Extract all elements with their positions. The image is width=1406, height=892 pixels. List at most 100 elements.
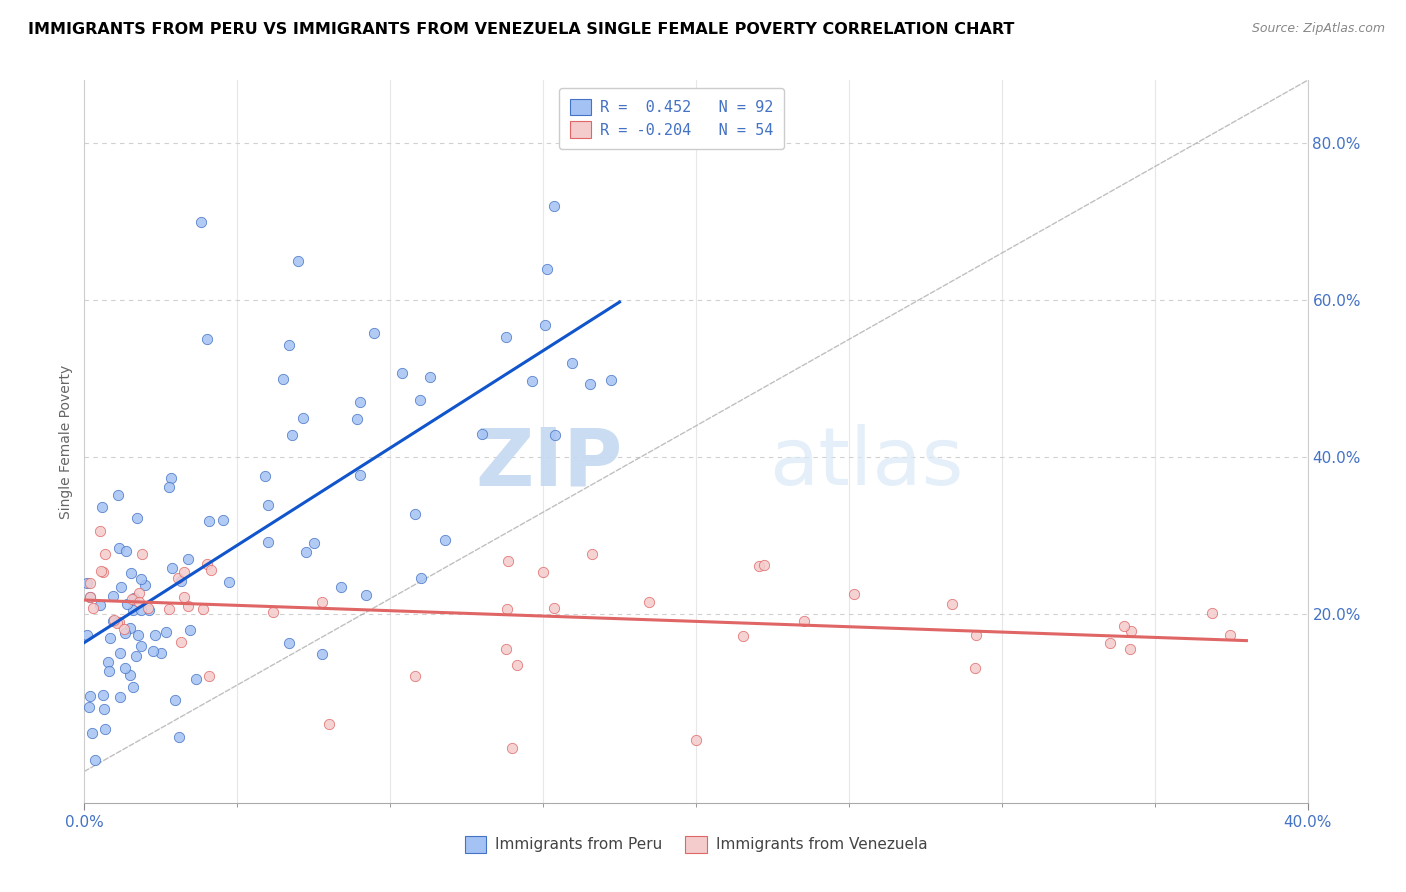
Point <box>186 672 208 686</box>
Point <box>160 561 183 575</box>
Point <box>179 623 201 637</box>
Point <box>107 488 129 502</box>
Point <box>302 536 325 550</box>
Point <box>114 626 136 640</box>
Point <box>254 469 277 483</box>
Point <box>599 372 621 386</box>
Point <box>94 722 117 736</box>
Point <box>1099 636 1122 650</box>
Point <box>685 733 707 747</box>
Point <box>76 576 98 591</box>
Point <box>419 369 441 384</box>
Point <box>176 551 198 566</box>
Point <box>218 575 240 590</box>
Point <box>98 665 121 679</box>
Point <box>91 688 114 702</box>
Point <box>197 669 219 683</box>
Point <box>544 428 567 442</box>
Point <box>495 330 517 344</box>
Point <box>157 602 180 616</box>
Point <box>278 635 301 649</box>
Point <box>793 615 815 629</box>
Point <box>105 615 128 630</box>
Legend: Immigrants from Peru, Immigrants from Venezuela: Immigrants from Peru, Immigrants from Ve… <box>457 829 935 860</box>
Point <box>271 372 294 386</box>
Point <box>91 566 114 580</box>
Point <box>1121 624 1143 638</box>
Point <box>349 468 371 483</box>
Point <box>329 580 352 594</box>
Point <box>522 374 544 388</box>
Point <box>561 356 583 370</box>
Point <box>129 603 152 617</box>
Point <box>256 498 278 512</box>
Y-axis label: Single Female Poverty: Single Female Poverty <box>59 365 73 518</box>
Point <box>471 426 494 441</box>
Point <box>129 572 152 586</box>
Point <box>89 524 111 538</box>
Point <box>79 690 101 704</box>
Point <box>166 571 188 585</box>
Point <box>170 635 193 649</box>
Point <box>543 601 565 615</box>
Point <box>638 595 661 609</box>
Point <box>433 533 456 547</box>
Point <box>90 564 112 578</box>
Point <box>93 701 115 715</box>
Point <box>120 622 142 636</box>
Point <box>125 649 148 664</box>
Point <box>155 624 177 639</box>
Point <box>80 726 103 740</box>
Point <box>844 587 866 601</box>
Point <box>110 580 132 594</box>
Point <box>496 553 519 567</box>
Point <box>143 628 166 642</box>
Point <box>965 628 987 642</box>
Point <box>200 563 222 577</box>
Point <box>134 578 156 592</box>
Point <box>79 591 101 605</box>
Point <box>579 376 602 391</box>
Point <box>318 717 340 731</box>
Point <box>193 602 215 616</box>
Point <box>122 591 145 606</box>
Point <box>349 395 371 409</box>
Point <box>89 599 111 613</box>
Point <box>409 393 432 408</box>
Point <box>257 534 280 549</box>
Point <box>363 326 385 340</box>
Point <box>1201 606 1223 620</box>
Point <box>965 660 987 674</box>
Point <box>190 214 212 228</box>
Point <box>84 753 107 767</box>
Point <box>581 547 603 561</box>
Point <box>112 622 135 636</box>
Point <box>128 586 150 600</box>
Point <box>165 693 187 707</box>
Point <box>195 557 218 571</box>
Point <box>120 566 142 581</box>
Point <box>121 591 143 606</box>
Point <box>941 597 963 611</box>
Point <box>543 199 565 213</box>
Point <box>79 576 101 591</box>
Point <box>533 565 555 579</box>
Point <box>278 337 301 351</box>
Point <box>534 318 557 333</box>
Point <box>101 590 124 604</box>
Point <box>131 547 153 561</box>
Point <box>107 615 129 629</box>
Text: atlas: atlas <box>769 425 963 502</box>
Point <box>108 690 131 705</box>
Point <box>103 613 125 627</box>
Point <box>90 500 112 515</box>
Point <box>502 740 524 755</box>
Point <box>97 655 120 669</box>
Point <box>157 480 180 494</box>
Point <box>1114 619 1136 633</box>
Point <box>150 646 173 660</box>
Point <box>495 641 517 656</box>
Point <box>115 597 138 611</box>
Point <box>138 603 160 617</box>
Point <box>311 595 333 609</box>
